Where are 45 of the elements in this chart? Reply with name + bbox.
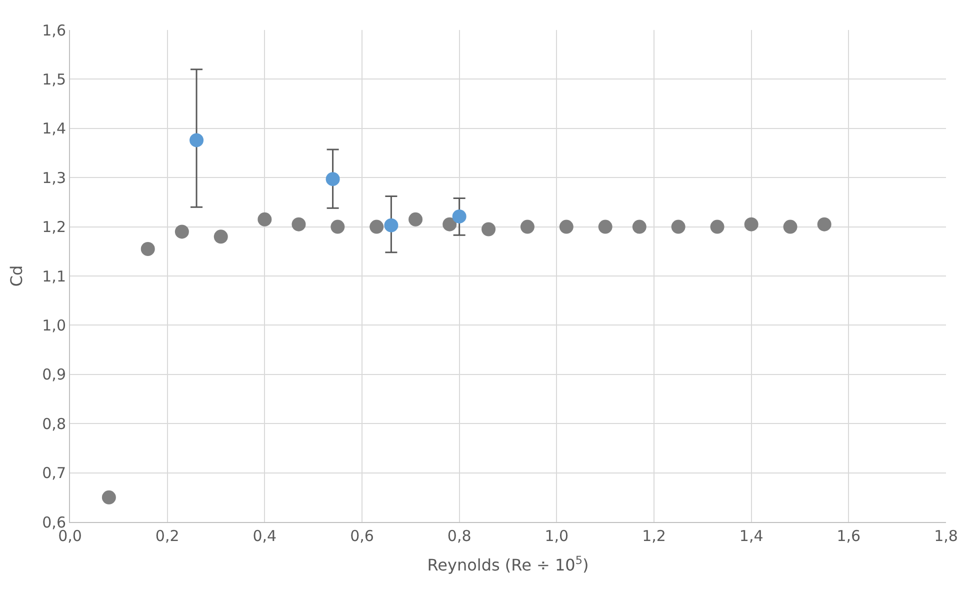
- x-tick-label: 1,2: [642, 527, 666, 545]
- x-tick-label: 0,2: [155, 527, 180, 545]
- point: [744, 217, 758, 232]
- point: [258, 212, 272, 226]
- point: [632, 220, 646, 234]
- point: [783, 220, 798, 234]
- y-tick-label: 0,9: [42, 366, 66, 384]
- y-tick-label: 1,3: [42, 168, 66, 187]
- point: [817, 217, 832, 232]
- x-tick-label: 0,4: [252, 527, 277, 545]
- point: [598, 220, 612, 234]
- x-tick-label: 0,6: [350, 527, 374, 545]
- point: [710, 220, 724, 234]
- y-tick-label: 1,5: [42, 70, 66, 88]
- point: [370, 220, 384, 234]
- x-axis-title: Reynolds (Re ÷ 10$^{5}$): [427, 554, 589, 575]
- point: [292, 217, 306, 232]
- x-tick-label: 1,6: [836, 527, 861, 545]
- point: [190, 133, 204, 148]
- point: [671, 220, 686, 234]
- y-tick-label: 0,7: [42, 464, 66, 482]
- x-tick-label: 1,8: [934, 527, 958, 545]
- x-tick-label: 0,8: [447, 527, 472, 545]
- y-tick-label: 1,1: [42, 267, 66, 286]
- y-tick-label: 1,4: [42, 120, 66, 138]
- point: [174, 224, 189, 239]
- point: [102, 490, 116, 504]
- y-tick-label: 1,2: [42, 218, 66, 236]
- y-tick-label: 1,0: [42, 316, 66, 334]
- point: [408, 212, 423, 226]
- y-axis-title: Cd: [7, 265, 26, 287]
- point: [330, 220, 345, 234]
- y-tick-label: 0,8: [42, 414, 66, 433]
- point: [559, 220, 574, 234]
- point: [442, 217, 457, 232]
- point: [482, 222, 496, 236]
- point: [452, 209, 466, 224]
- x-tick-label: 1,0: [544, 527, 569, 545]
- point: [520, 220, 534, 234]
- point: [140, 242, 155, 256]
- point: [384, 218, 398, 232]
- point: [214, 230, 228, 244]
- x-tick-label: 1,4: [739, 527, 764, 545]
- y-tick-label: 1,6: [42, 21, 66, 40]
- point: [326, 172, 340, 186]
